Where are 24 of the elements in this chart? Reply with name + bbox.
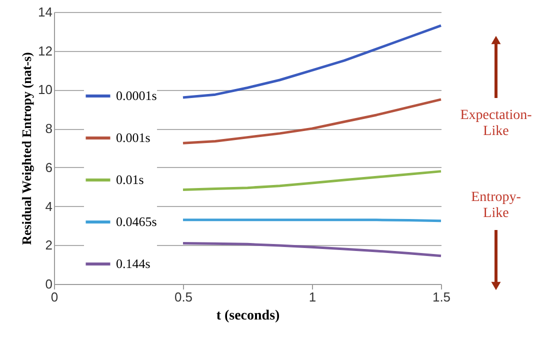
legend-label: 0.144s — [116, 256, 150, 271]
y-tick-label: 8 — [45, 121, 52, 136]
x-tick-label: 1 — [308, 290, 316, 304]
text: Expectation- Like — [460, 108, 532, 139]
legend-label: 0.01s — [116, 172, 144, 187]
y-tick-label: 12 — [38, 43, 52, 58]
y-tick-label: 6 — [45, 160, 52, 175]
x-tick-label: 0.5 — [174, 290, 193, 304]
line-series — [182, 24, 442, 99]
legend-label: 0.0465s — [116, 214, 157, 229]
x-axis-title: t (seconds) — [216, 308, 280, 324]
line-series — [182, 98, 442, 144]
line-series — [182, 242, 442, 258]
line-series — [182, 170, 442, 192]
y-tick-label: 0 — [45, 276, 52, 292]
y-axis-title: Residual Weighted Entropy (nat-s) — [19, 52, 34, 245]
x-tick-label: 1.5 — [432, 290, 451, 304]
y-tick-label: 4 — [45, 198, 52, 214]
legend-label: 0.0001s — [116, 88, 157, 103]
y-tick-label: 10 — [38, 82, 52, 98]
y-tick-label: 2 — [45, 238, 52, 253]
y-tick-label: 14 — [38, 4, 52, 20]
legend-label: 0.001s — [116, 130, 150, 145]
text: Entropy- Like — [471, 190, 522, 221]
